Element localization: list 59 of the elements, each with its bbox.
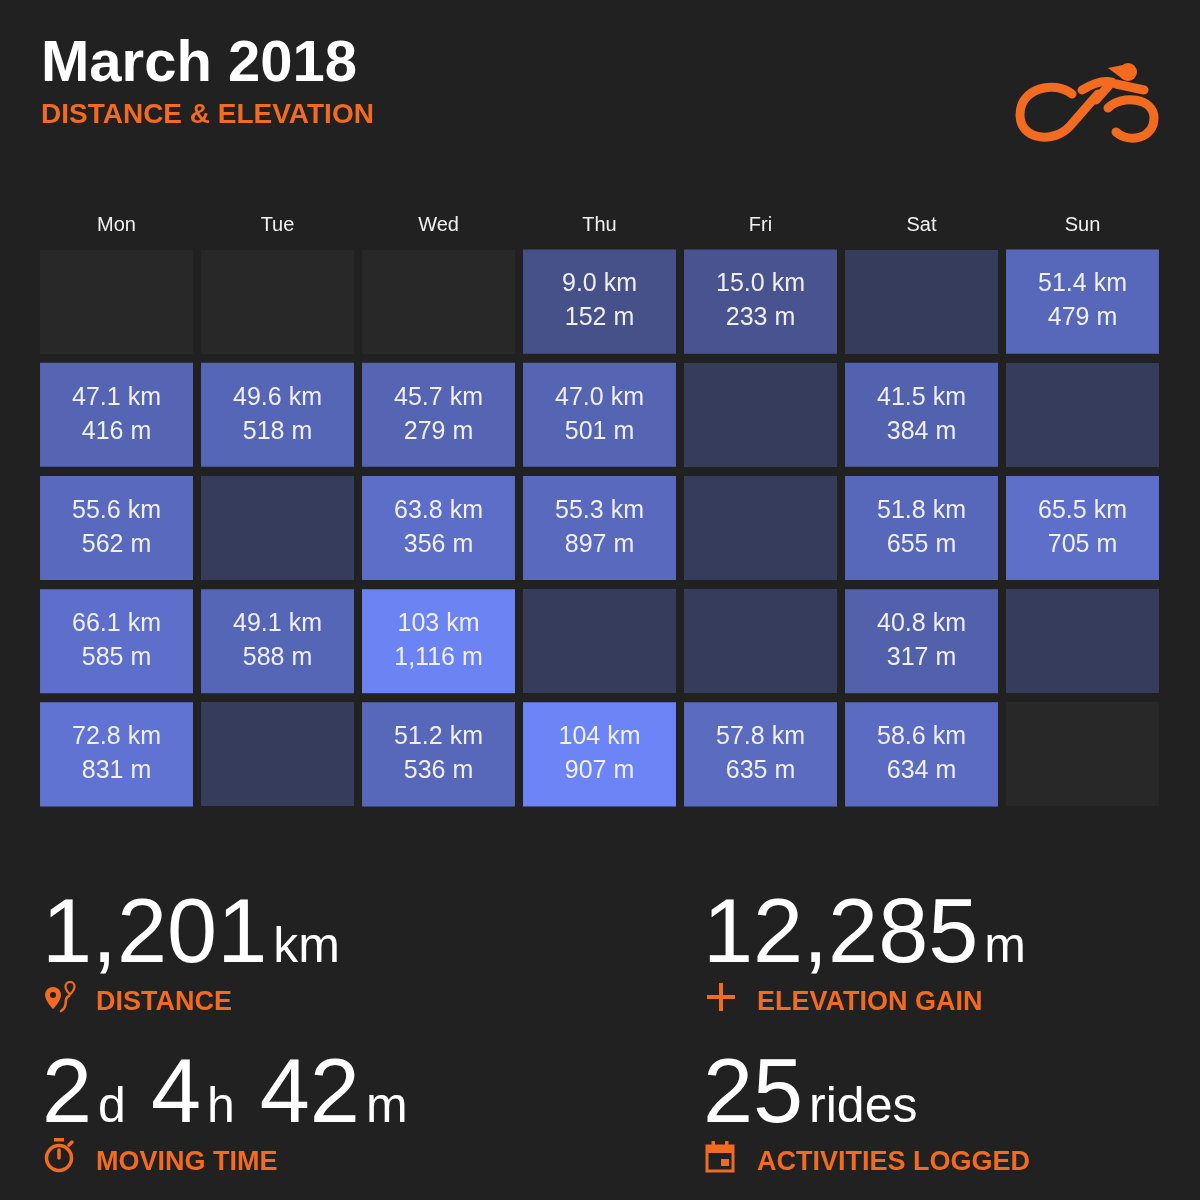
x-tick-label: Sat xyxy=(906,212,937,235)
annotation: 588 m xyxy=(242,642,313,671)
text: MOVING TIME xyxy=(96,1146,278,1176)
annotation: 152 m xyxy=(564,302,635,331)
annotation: 635 m xyxy=(725,755,796,784)
data-label: 49.1 km xyxy=(233,608,322,637)
annotation: 897 m xyxy=(564,528,635,557)
data-label: 9.0 km xyxy=(561,268,638,297)
annotation: 536 m xyxy=(403,755,474,784)
data-label: 104 km xyxy=(558,721,641,750)
data-label: 66.1 km xyxy=(72,608,161,637)
text: 12,285m xyxy=(703,881,1026,981)
text: DISTANCE xyxy=(96,986,233,1016)
data-label: 51.8 km xyxy=(877,494,966,523)
data-label: 57.8 km xyxy=(716,721,805,750)
annotation: 279 m xyxy=(403,415,474,444)
data-label: 51.4 km xyxy=(1038,268,1127,297)
x-tick-label: Wed xyxy=(418,212,459,235)
annotation: 384 m xyxy=(886,415,957,444)
x-tick-label: Sun xyxy=(1064,212,1101,235)
annotation: 655 m xyxy=(886,528,957,557)
annotation: 416 m xyxy=(81,415,152,444)
data-label: 65.5 km xyxy=(1038,494,1127,523)
x-tick-label: Thu xyxy=(582,212,617,235)
annotation: 518 m xyxy=(242,415,313,444)
annotation: 1,116 m xyxy=(394,642,483,671)
data-label: 55.3 km xyxy=(555,494,644,523)
data-label: 47.1 km xyxy=(72,381,161,410)
chart-title: March 2018 xyxy=(41,28,357,93)
data-label: 49.6 km xyxy=(233,381,322,410)
annotation: 233 m xyxy=(725,302,796,331)
data-label: 58.6 km xyxy=(877,721,966,750)
annotation: 705 m xyxy=(1047,528,1118,557)
annotation: 317 m xyxy=(886,642,957,671)
data-label: 63.8 km xyxy=(394,494,483,523)
data-label: 41.5 km xyxy=(877,381,966,410)
chart-subtitle: DISTANCE & ELEVATION xyxy=(41,97,374,131)
x-tick-label: Mon xyxy=(97,212,136,235)
data-label: 72.8 km xyxy=(72,721,161,750)
data-label: 55.6 km xyxy=(72,494,161,523)
x-tick-label: Tue xyxy=(260,212,295,235)
annotation: 501 m xyxy=(564,415,635,444)
data-label: 51.2 km xyxy=(394,721,483,750)
annotation: 585 m xyxy=(81,642,152,671)
annotation: 356 m xyxy=(403,528,474,557)
text: 25rides xyxy=(703,1041,918,1141)
text: ELEVATION GAIN xyxy=(757,986,983,1016)
annotation: 634 m xyxy=(886,755,957,784)
data-label: 47.0 km xyxy=(555,381,644,410)
annotation: 562 m xyxy=(81,528,152,557)
data-label: 40.8 km xyxy=(877,608,966,637)
annotation: 907 m xyxy=(564,755,635,784)
x-tick-label: Fri xyxy=(748,212,773,235)
data-label: 103 km xyxy=(397,608,480,637)
text: ACTIVITIES LOGGED xyxy=(757,1146,1031,1176)
annotation: 479 m xyxy=(1047,302,1118,331)
annotation: 831 m xyxy=(81,755,152,784)
data-label: 45.7 km xyxy=(394,381,483,410)
data-label: 15.0 km xyxy=(716,268,805,297)
